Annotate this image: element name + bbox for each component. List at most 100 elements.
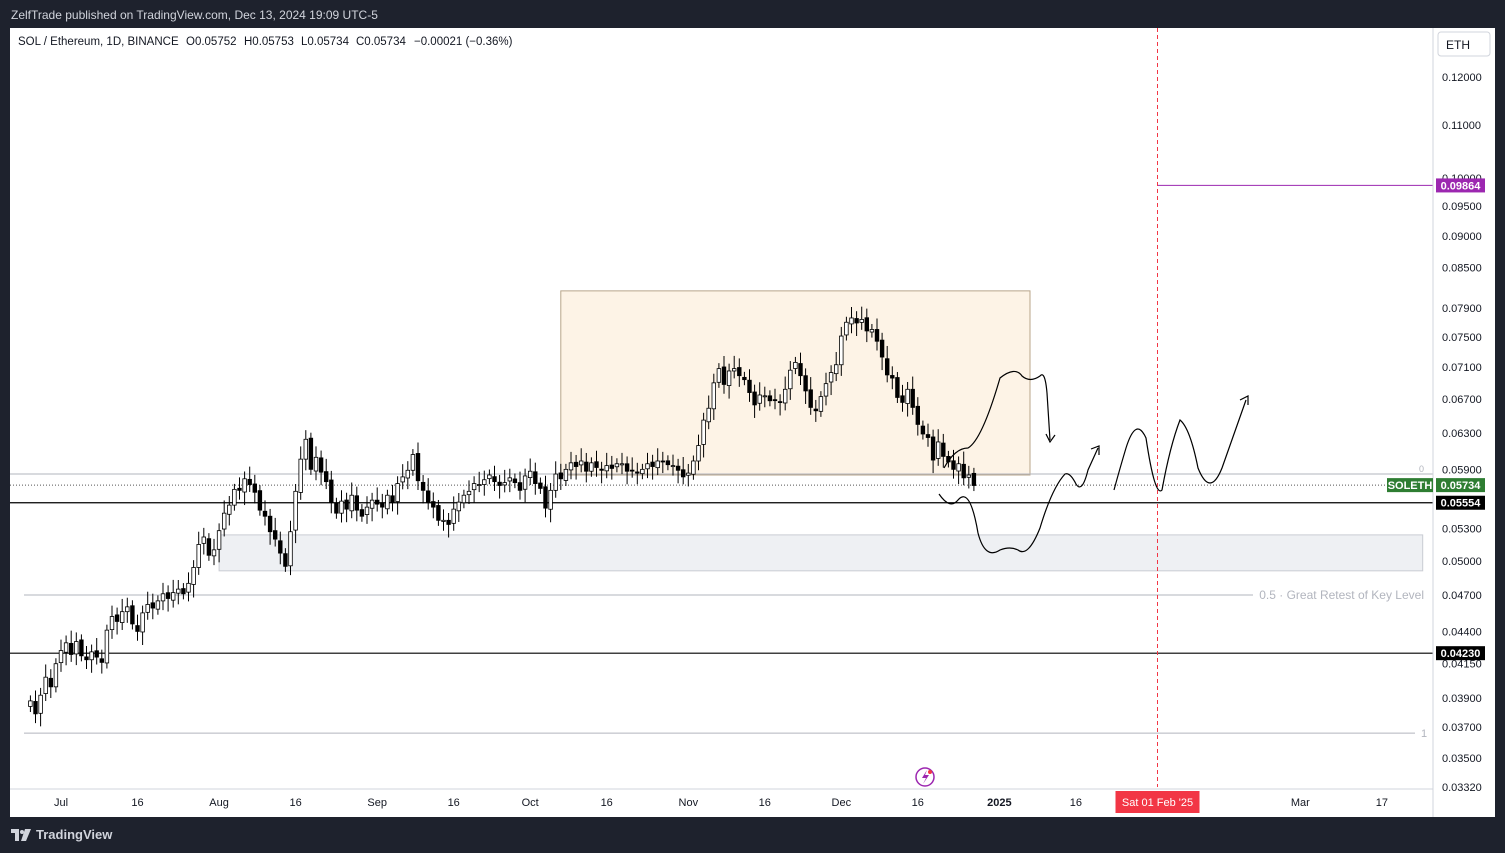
candle[interactable]: [74, 632, 79, 666]
candle[interactable]: [476, 471, 482, 493]
candle[interactable]: [84, 645, 89, 670]
candle[interactable]: [869, 323, 875, 338]
candle[interactable]: [329, 470, 334, 514]
candle[interactable]: [604, 452, 609, 479]
candle[interactable]: [262, 500, 268, 526]
candle[interactable]: [344, 492, 349, 523]
candle[interactable]: [533, 462, 538, 495]
candle[interactable]: [211, 538, 217, 566]
candle[interactable]: [614, 458, 620, 473]
candle[interactable]: [885, 345, 890, 383]
candle[interactable]: [196, 531, 201, 575]
candle[interactable]: [405, 461, 410, 490]
candle[interactable]: [793, 356, 798, 375]
candle[interactable]: [609, 455, 614, 480]
candle[interactable]: [339, 490, 344, 523]
candle[interactable]: [772, 388, 778, 410]
line-price-label-2[interactable]: 0.04230: [1436, 646, 1485, 661]
candle[interactable]: [502, 469, 507, 493]
candle[interactable]: [640, 463, 645, 480]
candle[interactable]: [492, 465, 497, 491]
candle[interactable]: [966, 465, 971, 489]
candle[interactable]: [395, 476, 400, 515]
candle[interactable]: [43, 664, 48, 701]
candle[interactable]: [186, 572, 191, 602]
candle[interactable]: [252, 474, 257, 504]
lightning-icon[interactable]: [915, 767, 935, 787]
candle[interactable]: [890, 366, 895, 390]
candle[interactable]: [390, 484, 395, 512]
candle[interactable]: [681, 456, 686, 485]
candle[interactable]: [125, 597, 130, 623]
zone-support[interactable]: [218, 534, 1424, 572]
candle[interactable]: [135, 614, 140, 641]
candle[interactable]: [900, 384, 905, 412]
candle[interactable]: [854, 311, 859, 337]
candle[interactable]: [660, 451, 665, 474]
candle[interactable]: [558, 463, 563, 490]
candle[interactable]: [374, 487, 380, 512]
candle[interactable]: [242, 471, 247, 506]
candle[interactable]: [201, 527, 206, 555]
candle[interactable]: [99, 649, 104, 674]
candle[interactable]: [915, 397, 920, 436]
candle[interactable]: [670, 454, 676, 476]
candle[interactable]: [471, 476, 477, 503]
candle[interactable]: [323, 458, 329, 490]
candle[interactable]: [267, 508, 273, 545]
candle[interactable]: [227, 495, 232, 526]
candle[interactable]: [69, 630, 74, 662]
candle[interactable]: [150, 593, 155, 620]
candle[interactable]: [482, 470, 487, 496]
currency-button[interactable]: ETH: [1437, 31, 1491, 57]
candle[interactable]: [466, 480, 472, 504]
candle[interactable]: [334, 497, 339, 519]
candle[interactable]: [584, 452, 589, 483]
candle[interactable]: [298, 446, 303, 500]
candle[interactable]: [910, 376, 915, 415]
candle[interactable]: [170, 579, 176, 608]
candle[interactable]: [400, 464, 405, 490]
candle[interactable]: [788, 361, 793, 400]
candle[interactable]: [579, 448, 584, 473]
candle[interactable]: [920, 420, 926, 440]
candle[interactable]: [446, 513, 451, 538]
candle[interactable]: [431, 492, 436, 519]
candle[interactable]: [599, 461, 604, 484]
candle[interactable]: [436, 499, 441, 526]
candle[interactable]: [354, 486, 359, 522]
candle[interactable]: [517, 471, 523, 500]
candle[interactable]: [767, 390, 773, 407]
candle[interactable]: [145, 591, 150, 620]
line-price-label-1[interactable]: 0.05554: [1436, 495, 1485, 510]
candle[interactable]: [247, 466, 252, 492]
candle[interactable]: [808, 377, 813, 415]
candle[interactable]: [160, 582, 166, 611]
candle[interactable]: [711, 373, 716, 420]
candle[interactable]: [747, 369, 752, 402]
candle[interactable]: [563, 463, 569, 487]
candle[interactable]: [451, 496, 456, 531]
candle[interactable]: [53, 658, 59, 693]
candle[interactable]: [630, 457, 635, 478]
candle[interactable]: [686, 463, 691, 487]
candle[interactable]: [721, 356, 727, 394]
candle[interactable]: [645, 452, 650, 479]
candle[interactable]: [971, 467, 977, 492]
candle[interactable]: [420, 475, 426, 504]
candle[interactable]: [844, 316, 849, 341]
candle[interactable]: [543, 475, 548, 518]
candle[interactable]: [839, 326, 844, 376]
candle[interactable]: [140, 605, 145, 646]
candle[interactable]: [441, 509, 446, 531]
candle[interactable]: [425, 478, 431, 510]
candle[interactable]: [109, 605, 115, 639]
chart-frame[interactable]: 0.5 · Great Retest of Key Level 1 0 0.1200…: [10, 28, 1495, 817]
candle[interactable]: [956, 456, 961, 485]
candle[interactable]: [206, 533, 212, 561]
candle[interactable]: [762, 386, 767, 408]
candle[interactable]: [221, 500, 227, 537]
candle[interactable]: [864, 308, 869, 343]
candle[interactable]: [79, 634, 84, 662]
candle[interactable]: [94, 638, 99, 665]
